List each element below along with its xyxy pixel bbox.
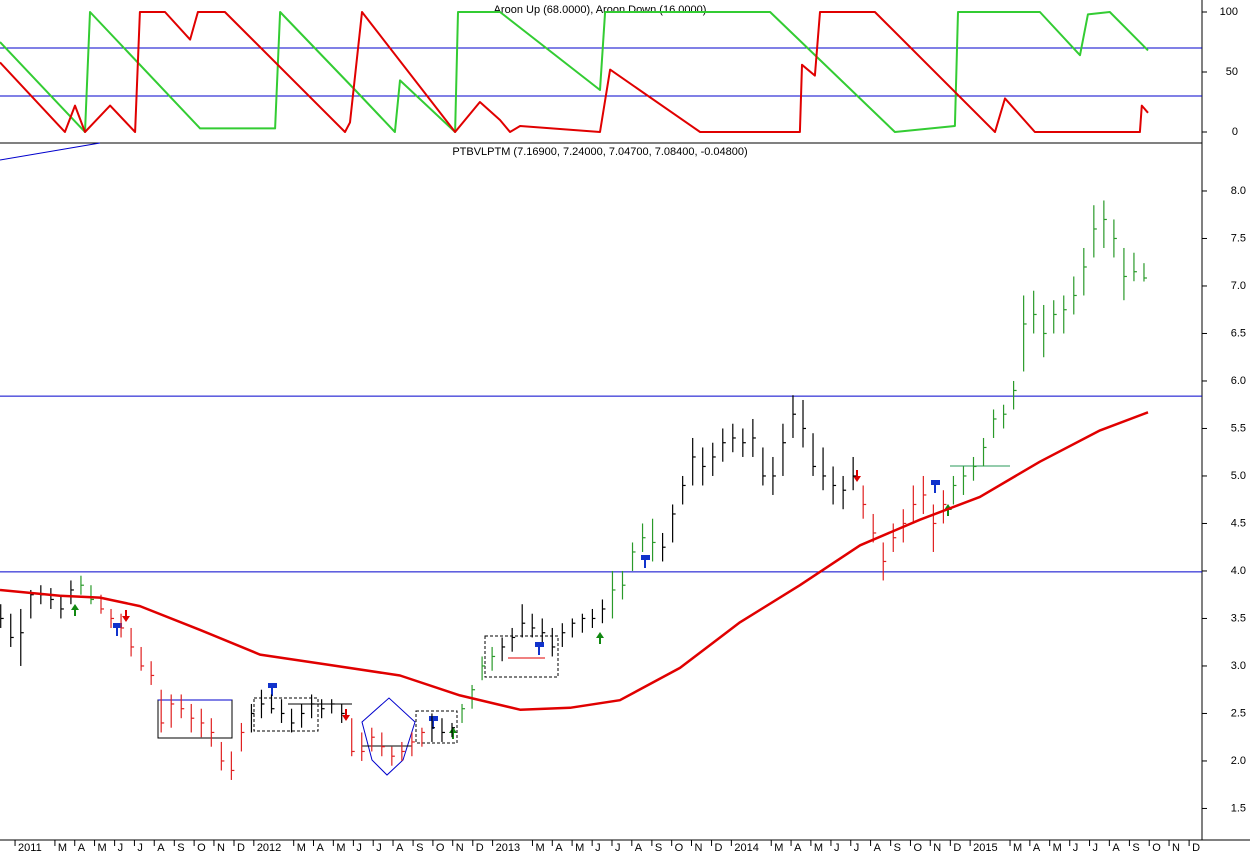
range-box <box>157 699 233 739</box>
sell-arrows <box>122 470 861 721</box>
x-tick-label: M <box>814 842 823 854</box>
x-tick-label: M <box>1053 842 1062 854</box>
x-tick-label: N <box>933 842 941 854</box>
y-tick-label: 3.5 <box>1231 612 1246 624</box>
price-title: PTBVLPTM (7.16900, 7.24000, 7.04700, 7.0… <box>452 146 747 158</box>
x-tick-label: 2012 <box>257 842 281 854</box>
flags <box>113 480 940 729</box>
x-tick-label: M <box>774 842 783 854</box>
x-tick-label: J <box>1073 842 1079 854</box>
x-tick-label: N <box>1172 842 1180 854</box>
x-tick-label: A <box>317 842 325 854</box>
y-tick-label: 50 <box>1226 66 1238 78</box>
x-tick-label: A <box>635 842 643 854</box>
y-tick-label: 5.0 <box>1231 470 1246 482</box>
x-tick-label: O <box>913 842 922 854</box>
x-tick-label: O <box>436 842 445 854</box>
x-tick-label: O <box>675 842 684 854</box>
x-tick-label: A <box>874 842 882 854</box>
x-tick-label: 2015 <box>973 842 997 854</box>
x-tick-label: M <box>98 842 107 854</box>
y-tick-label: 6.0 <box>1231 375 1246 387</box>
y-tick-label: 0 <box>1232 126 1238 138</box>
indicator-line <box>0 11 1149 133</box>
x-tick-label: J <box>615 842 621 854</box>
y-tick-label: 4.0 <box>1231 565 1246 577</box>
x-tick-label: J <box>595 842 601 854</box>
pattern-box <box>484 635 559 678</box>
x-tick-label: N <box>694 842 702 854</box>
y-tick-label: 7.5 <box>1231 232 1246 244</box>
x-tick-label: O <box>197 842 206 854</box>
x-tick-label: M <box>297 842 306 854</box>
x-tick-label: S <box>894 842 901 854</box>
x-tick-label: J <box>137 842 143 854</box>
y-tick-label: 3.0 <box>1231 660 1246 672</box>
x-tick-label: S <box>416 842 423 854</box>
y-tick-label: 5.5 <box>1231 422 1246 434</box>
x-tick-label: D <box>476 842 484 854</box>
x-tick-label: A <box>157 842 165 854</box>
y-tick-label: 2.5 <box>1231 707 1246 719</box>
x-tick-label: A <box>78 842 86 854</box>
x-tick-label: A <box>555 842 563 854</box>
x-tick-label: A <box>794 842 802 854</box>
y-tick-label: 1.5 <box>1231 802 1246 814</box>
x-tick-label: J <box>118 842 124 854</box>
x-tick-label: S <box>177 842 184 854</box>
x-tick-label: M <box>575 842 584 854</box>
x-tick-label: D <box>1192 842 1200 854</box>
x-tick-label: D <box>715 842 723 854</box>
x-tick-label: A <box>396 842 404 854</box>
buy-arrows <box>71 504 952 739</box>
x-tick-label: O <box>1152 842 1161 854</box>
x-tick-label: J <box>376 842 382 854</box>
x-tick-label: M <box>336 842 345 854</box>
moving-average <box>0 411 1149 711</box>
x-tick-label: J <box>356 842 362 854</box>
x-tick-label: N <box>456 842 464 854</box>
x-tick-label: 2013 <box>496 842 520 854</box>
x-tick-label: M <box>58 842 67 854</box>
y-tick-label: 100 <box>1220 6 1238 18</box>
x-tick-label: A <box>1033 842 1041 854</box>
trend-line <box>0 142 101 161</box>
pattern-box <box>415 710 458 744</box>
indicator-title: Aroon Up (68.0000), Aroon Down (16.0000) <box>494 4 707 16</box>
pattern-box <box>253 697 319 732</box>
x-tick-label: J <box>1093 842 1099 854</box>
y-tick-label: 2.0 <box>1231 755 1246 767</box>
x-tick-label: J <box>834 842 840 854</box>
x-tick-label: M <box>535 842 544 854</box>
pattern-shape <box>361 697 416 776</box>
x-tick-label: 2014 <box>734 842 758 854</box>
x-tick-label: D <box>953 842 961 854</box>
x-tick-label: A <box>1112 842 1120 854</box>
y-tick-label: 4.5 <box>1231 517 1246 529</box>
x-tick-label: 2011 <box>18 842 42 854</box>
y-tick-label: 7.0 <box>1231 280 1246 292</box>
x-tick-label: S <box>1132 842 1139 854</box>
y-tick-label: 8.0 <box>1231 185 1246 197</box>
x-tick-label: J <box>854 842 860 854</box>
x-tick-label: D <box>237 842 245 854</box>
x-tick-label: N <box>217 842 225 854</box>
x-tick-label: M <box>1013 842 1022 854</box>
y-tick-label: 6.5 <box>1231 327 1246 339</box>
x-tick-label: S <box>655 842 662 854</box>
indicator-line <box>0 11 1149 133</box>
